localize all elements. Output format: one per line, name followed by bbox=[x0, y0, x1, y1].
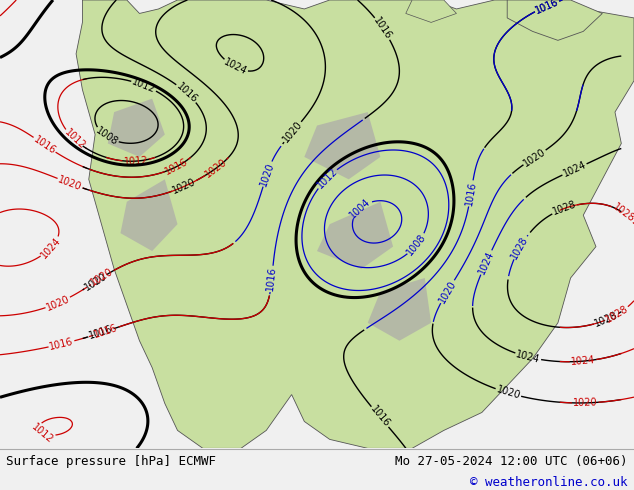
Text: 1020: 1020 bbox=[495, 385, 522, 401]
Text: 1020: 1020 bbox=[204, 156, 230, 179]
Text: 1012: 1012 bbox=[62, 127, 87, 151]
Text: 1012: 1012 bbox=[131, 76, 157, 95]
Text: 1024: 1024 bbox=[561, 160, 588, 179]
Text: 1024: 1024 bbox=[515, 349, 541, 365]
Text: Surface pressure [hPa] ECMWF: Surface pressure [hPa] ECMWF bbox=[6, 455, 216, 468]
Text: 1016: 1016 bbox=[464, 180, 478, 206]
Polygon shape bbox=[76, 0, 634, 448]
Text: 1020: 1020 bbox=[82, 271, 108, 293]
Text: 1012: 1012 bbox=[314, 166, 339, 191]
Text: 1016: 1016 bbox=[266, 266, 278, 292]
Polygon shape bbox=[120, 179, 178, 251]
Text: 1028: 1028 bbox=[551, 199, 578, 218]
Text: 1028: 1028 bbox=[611, 202, 634, 224]
Text: 1008: 1008 bbox=[405, 232, 429, 257]
Text: 1020: 1020 bbox=[522, 147, 548, 169]
Text: 1016: 1016 bbox=[164, 156, 190, 176]
Text: 1016: 1016 bbox=[534, 0, 560, 16]
Text: © weatheronline.co.uk: © weatheronline.co.uk bbox=[470, 476, 628, 489]
Polygon shape bbox=[507, 0, 602, 40]
Text: 1028: 1028 bbox=[604, 304, 630, 325]
Text: 1008: 1008 bbox=[94, 125, 120, 147]
Polygon shape bbox=[304, 112, 380, 179]
Text: 1028: 1028 bbox=[510, 234, 530, 261]
Text: 1020: 1020 bbox=[437, 278, 458, 305]
Text: 1020: 1020 bbox=[89, 267, 115, 288]
Text: 1016: 1016 bbox=[87, 324, 114, 342]
Text: Mo 27-05-2024 12:00 UTC (06+06): Mo 27-05-2024 12:00 UTC (06+06) bbox=[395, 455, 628, 468]
Text: 1004: 1004 bbox=[348, 196, 373, 220]
Text: 1016: 1016 bbox=[534, 0, 560, 16]
Text: 1016: 1016 bbox=[372, 16, 394, 42]
Text: 1012: 1012 bbox=[30, 422, 55, 445]
Text: 1020: 1020 bbox=[56, 174, 83, 193]
Text: 1024: 1024 bbox=[222, 57, 249, 77]
Text: 1016: 1016 bbox=[93, 323, 119, 340]
Text: 1012: 1012 bbox=[123, 155, 148, 167]
Polygon shape bbox=[368, 278, 431, 341]
Text: 1020: 1020 bbox=[573, 397, 598, 408]
Text: 1020: 1020 bbox=[171, 177, 198, 196]
Text: 1024: 1024 bbox=[571, 355, 596, 367]
Text: 1020: 1020 bbox=[258, 161, 276, 187]
Text: 1020: 1020 bbox=[281, 120, 304, 145]
Text: 1028: 1028 bbox=[593, 310, 619, 329]
Text: 1016: 1016 bbox=[48, 336, 75, 352]
Text: 1024: 1024 bbox=[477, 249, 496, 276]
Text: 1024: 1024 bbox=[39, 235, 63, 260]
Polygon shape bbox=[406, 0, 456, 23]
Text: 1016: 1016 bbox=[368, 404, 392, 429]
Text: 1016: 1016 bbox=[174, 81, 199, 105]
Polygon shape bbox=[317, 202, 393, 269]
Text: 1020: 1020 bbox=[44, 294, 71, 312]
Text: 1016: 1016 bbox=[32, 134, 58, 156]
Polygon shape bbox=[108, 98, 165, 157]
